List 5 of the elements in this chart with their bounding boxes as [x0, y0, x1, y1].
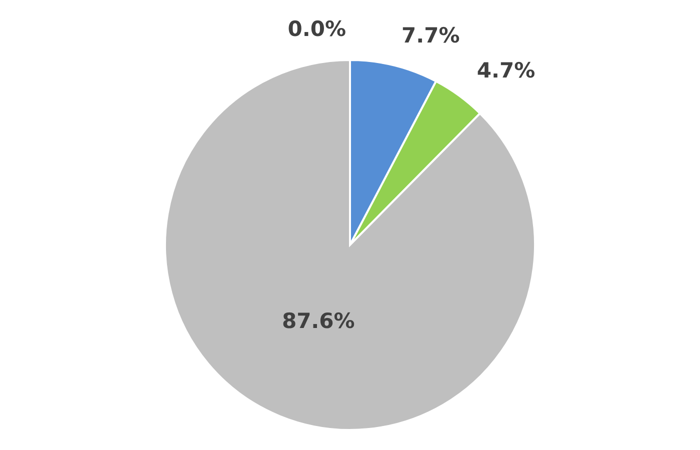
- data-label: 4.7%: [476, 58, 536, 82]
- pie-slice: [164, 59, 536, 431]
- text: 0.0%: [288, 17, 346, 41]
- data-label: 7.7%: [402, 23, 460, 48]
- data-label: 87.6%: [282, 309, 355, 334]
